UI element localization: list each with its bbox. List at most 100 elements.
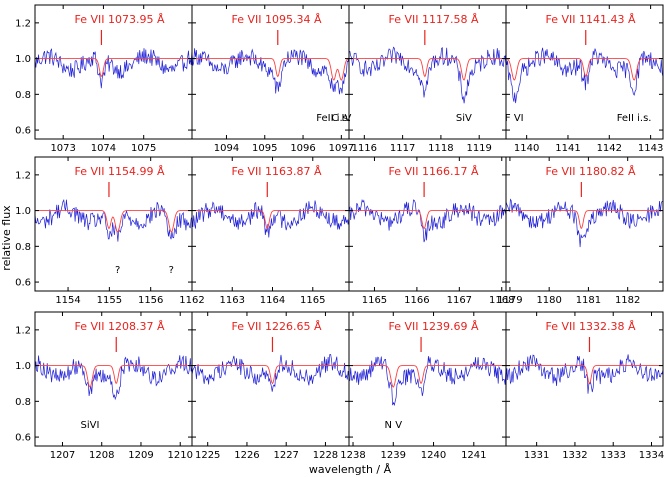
x-tick-label: 1225 <box>195 450 220 461</box>
feature-label: SiVI <box>80 420 99 431</box>
x-tick-label: 1165 <box>362 295 387 306</box>
x-tick-label: 1168 <box>489 295 514 306</box>
observed-spectrum <box>192 48 349 95</box>
model-spectrum <box>35 58 192 77</box>
x-tick-label: 1179 <box>497 295 522 306</box>
observed-spectrum <box>192 354 349 392</box>
x-tick-label: 1154 <box>55 295 80 306</box>
model-spectrum <box>35 210 192 233</box>
x-tick-label: 1073 <box>50 143 75 154</box>
panel-8: Fe VII 1180.82 Å 1179 1180 1181 1182 <box>497 156 664 306</box>
plot-area <box>506 354 663 394</box>
panel-title: Fe VII 1208.37 Å <box>74 320 164 333</box>
panel-7: Fe VII 1166.17 Å 1165 1166 1167 1168 <box>348 156 514 306</box>
x-tick-label: 1155 <box>97 295 122 306</box>
y-tick-label: 1.0 <box>15 206 31 217</box>
x-tick-label: 1118 <box>428 143 453 154</box>
x-tick-label: 1239 <box>381 450 406 461</box>
x-tick-label: 1116 <box>352 143 377 154</box>
x-tick-label: 1208 <box>89 450 114 461</box>
x-tick-label: 1095 <box>252 143 277 154</box>
plot-area <box>192 200 349 238</box>
x-tick-label: 1238 <box>340 450 365 461</box>
x-tick-label: 1117 <box>390 143 415 154</box>
panel-10: Fe VII 1226.65 Å 1225 1226 1227 1228 <box>191 311 350 461</box>
y-axis-label: relative flux <box>0 205 13 271</box>
feature-label: F VI <box>505 113 524 124</box>
x-tick-label: 1334 <box>639 450 664 461</box>
panels-group: Fe VII 1073.95 Å 1073 1074 1075 0.6 0.8 1.0 1.2… <box>15 4 664 461</box>
y-tick-label: 1.2 <box>15 325 31 336</box>
observed-spectrum <box>35 48 192 89</box>
panel-1: Fe VII 1073.95 Å 1073 1074 1075 0.6 0.8 1.0 1.2 <box>15 4 193 154</box>
x-tick-label: 1163 <box>220 295 245 306</box>
panel-title: Fe VII 1095.34 Å <box>231 13 321 26</box>
x-tick-label: 1167 <box>447 295 472 306</box>
x-tick-label: 1209 <box>128 450 153 461</box>
x-tick-label: 1166 <box>404 295 429 306</box>
plot-area <box>506 47 663 104</box>
plot-area <box>506 198 663 248</box>
y-tick-label: 0.8 <box>15 90 31 101</box>
y-tick-label: 1.2 <box>15 18 31 29</box>
x-tick-label: 1226 <box>234 450 259 461</box>
panel-title: Fe VII 1332.38 Å <box>545 320 635 333</box>
observed-spectrum <box>349 46 506 104</box>
x-tick-label: 1228 <box>313 450 338 461</box>
x-tick-label: 1227 <box>273 450 298 461</box>
x-axis-label: wavelength / Å <box>309 463 392 476</box>
x-tick-label: 1140 <box>514 143 539 154</box>
feature-label: ? <box>169 265 174 276</box>
observed-spectrum <box>506 354 663 394</box>
plot-area <box>192 48 349 95</box>
x-tick-label: 1207 <box>50 450 75 461</box>
panel-title: Fe VII 1154.99 Å <box>74 165 164 178</box>
y-tick-label: 1.0 <box>15 361 31 372</box>
panel-title: Fe VII 1180.82 Å <box>545 165 635 178</box>
panel-12: Fe VII 1332.38 Å 1331 1332 1333 1334 <box>505 311 664 461</box>
feature-label: ? <box>115 265 120 276</box>
observed-spectrum <box>35 199 192 242</box>
y-tick-label: 1.0 <box>15 54 31 65</box>
panel-6: Fe VII 1163.87 Å 1162 1163 1164 1165 <box>179 156 350 306</box>
x-tick-label: 1094 <box>214 143 239 154</box>
plot-area <box>35 48 192 89</box>
feature-label: C IV <box>331 113 351 124</box>
panel-11: Fe VII 1239.69 Å 1238 1239 1240 1241 N V <box>340 311 507 461</box>
x-tick-label: 1164 <box>260 295 285 306</box>
panel-2: Fe VII 1095.34 Å 1094 1095 1096 1097 FeII i.s… <box>191 4 354 154</box>
panel-4: Fe VII 1141.43 Å 1140 1141 1142 1143 F VI FeII… <box>505 4 664 154</box>
panel-frame <box>505 4 664 140</box>
model-spectrum <box>349 210 506 230</box>
model-spectrum <box>192 210 349 230</box>
x-tick-label: 1075 <box>131 143 156 154</box>
panel-title: Fe VII 1166.17 Å <box>388 165 478 178</box>
x-tick-label: 1142 <box>597 143 622 154</box>
plot-area <box>35 199 192 242</box>
x-tick-label: 1331 <box>524 450 549 461</box>
plot-area <box>349 46 506 104</box>
model-spectrum <box>506 210 663 230</box>
feature-label: SiV <box>456 113 472 124</box>
x-tick-label: 1074 <box>91 143 116 154</box>
plot-area <box>349 356 506 407</box>
feature-label: FeII i.s. <box>617 113 652 124</box>
model-spectrum <box>192 58 349 81</box>
panel-title: Fe VII 1117.58 Å <box>388 13 478 26</box>
model-spectrum <box>349 58 506 81</box>
x-tick-label: 1332 <box>562 450 587 461</box>
x-tick-label: 1333 <box>600 450 625 461</box>
observed-spectrum <box>506 47 663 104</box>
x-tick-label: 1165 <box>300 295 325 306</box>
panel-frame <box>505 311 664 447</box>
y-tick-label: 0.8 <box>15 242 31 253</box>
panel-title: Fe VII 1073.95 Å <box>74 13 164 26</box>
panel-9: Fe VII 1208.37 Å 1207 1208 1209 1210 0.6 0.8 1.… <box>15 311 193 461</box>
feature-label: FeII i.s. <box>316 113 351 124</box>
y-tick-label: 0.6 <box>15 278 31 289</box>
y-tick-label: 1.2 <box>15 170 31 181</box>
plot-area <box>35 355 192 401</box>
x-tick-label: 1097 <box>329 143 354 154</box>
x-tick-label: 1096 <box>290 143 315 154</box>
model-spectrum <box>506 58 663 81</box>
